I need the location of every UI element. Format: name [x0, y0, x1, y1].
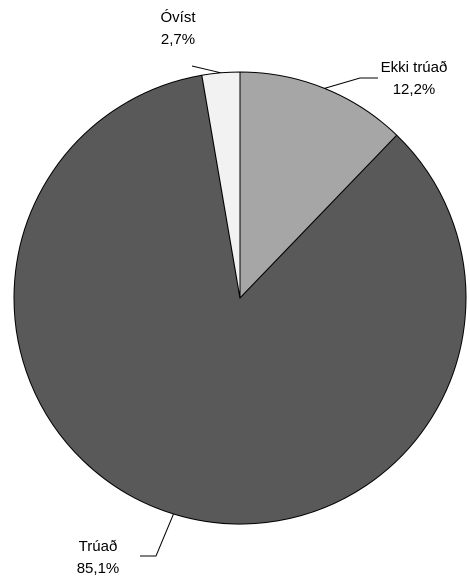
leader-lines	[140, 65, 378, 557]
pie-slice-truad	[13, 74, 467, 525]
pie-slices	[13, 71, 467, 525]
slice-label-ekki-truad: Ekki trúað	[381, 59, 448, 76]
slice-label-ovist: Óvíst	[160, 9, 196, 26]
leader-line	[324, 77, 378, 89]
slice-value-ovist: 2,7%	[161, 31, 195, 48]
slice-value-ekki-truad: 12,2%	[393, 81, 436, 98]
leader-line	[140, 513, 174, 557]
slice-label-truad: Trúað	[79, 538, 118, 555]
leader-line	[191, 65, 222, 74]
slice-value-truad: 85,1%	[77, 560, 120, 577]
